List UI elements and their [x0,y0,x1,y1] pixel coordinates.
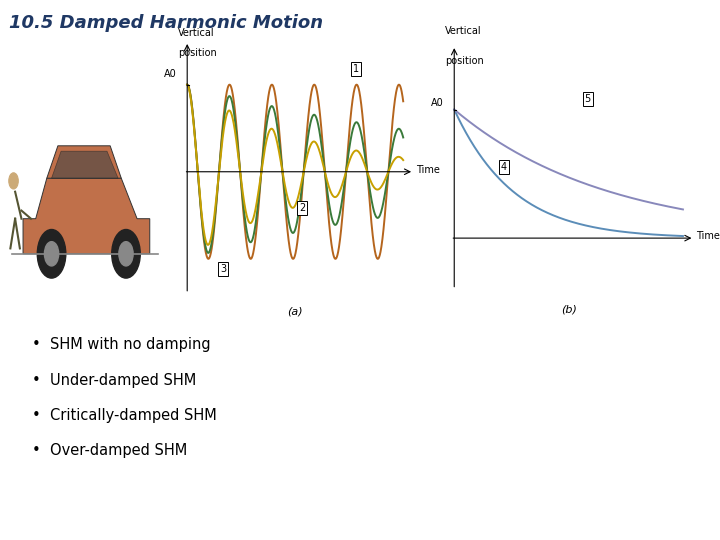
Text: 5: 5 [585,94,591,104]
Text: Vertical: Vertical [179,28,215,38]
Text: •  SHM with no damping: • SHM with no damping [32,338,211,353]
Circle shape [119,242,133,266]
Text: •  Critically-damped SHM: • Critically-damped SHM [32,408,217,423]
Text: Vertical: Vertical [445,26,482,36]
Text: 1: 1 [354,64,359,74]
Circle shape [37,230,66,278]
Text: Time: Time [416,165,440,175]
Circle shape [112,230,140,278]
Text: 10.5 Damped Harmonic Motion: 10.5 Damped Harmonic Motion [9,14,323,31]
Text: A0: A0 [431,98,444,108]
Text: A0: A0 [164,69,177,79]
Text: •  Over-damped SHM: • Over-damped SHM [32,443,188,458]
Text: 4: 4 [500,163,507,172]
Polygon shape [52,151,118,178]
Text: position: position [179,48,217,58]
Text: Time: Time [696,231,720,240]
Text: position: position [445,56,483,65]
Polygon shape [23,178,150,254]
Circle shape [9,173,18,189]
Text: 3: 3 [220,264,226,274]
Text: (b): (b) [561,305,577,315]
Text: 2: 2 [300,204,305,213]
Circle shape [45,242,59,266]
Text: •  Under-damped SHM: • Under-damped SHM [32,373,197,388]
Polygon shape [47,146,121,178]
Text: (a): (a) [287,307,303,317]
